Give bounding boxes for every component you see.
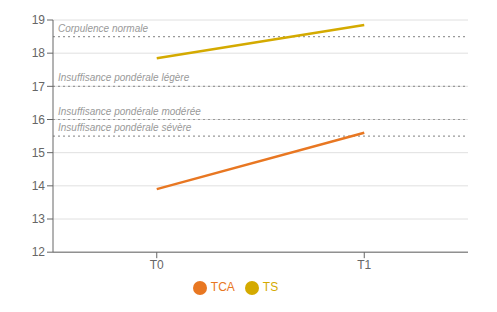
html-text:TCA: TCA [210,280,235,295]
svg-text:Corpulence normale: Corpulence normale [58,23,148,34]
svg-text:12: 12 [32,245,46,259]
html-text:TS: TS [262,280,279,295]
svg-text:17: 17 [32,80,46,94]
svg-text:Insuffisance pondérale modérée: Insuffisance pondérale modérée [58,106,201,117]
svg-text:T0: T0 [150,258,164,272]
svg-text:13: 13 [32,212,46,226]
svg-text:Insuffisance pondérale sévère: Insuffisance pondérale sévère [58,122,192,133]
svg-text:14: 14 [32,179,46,193]
svg-text:Insuffisance pondérale légère: Insuffisance pondérale légère [58,72,190,83]
svg-text:16: 16 [32,113,46,127]
svg-text:15: 15 [32,146,46,160]
svg-text:T1: T1 [357,258,371,272]
svg-text:18: 18 [32,46,46,60]
svg-text:19: 19 [32,13,46,27]
